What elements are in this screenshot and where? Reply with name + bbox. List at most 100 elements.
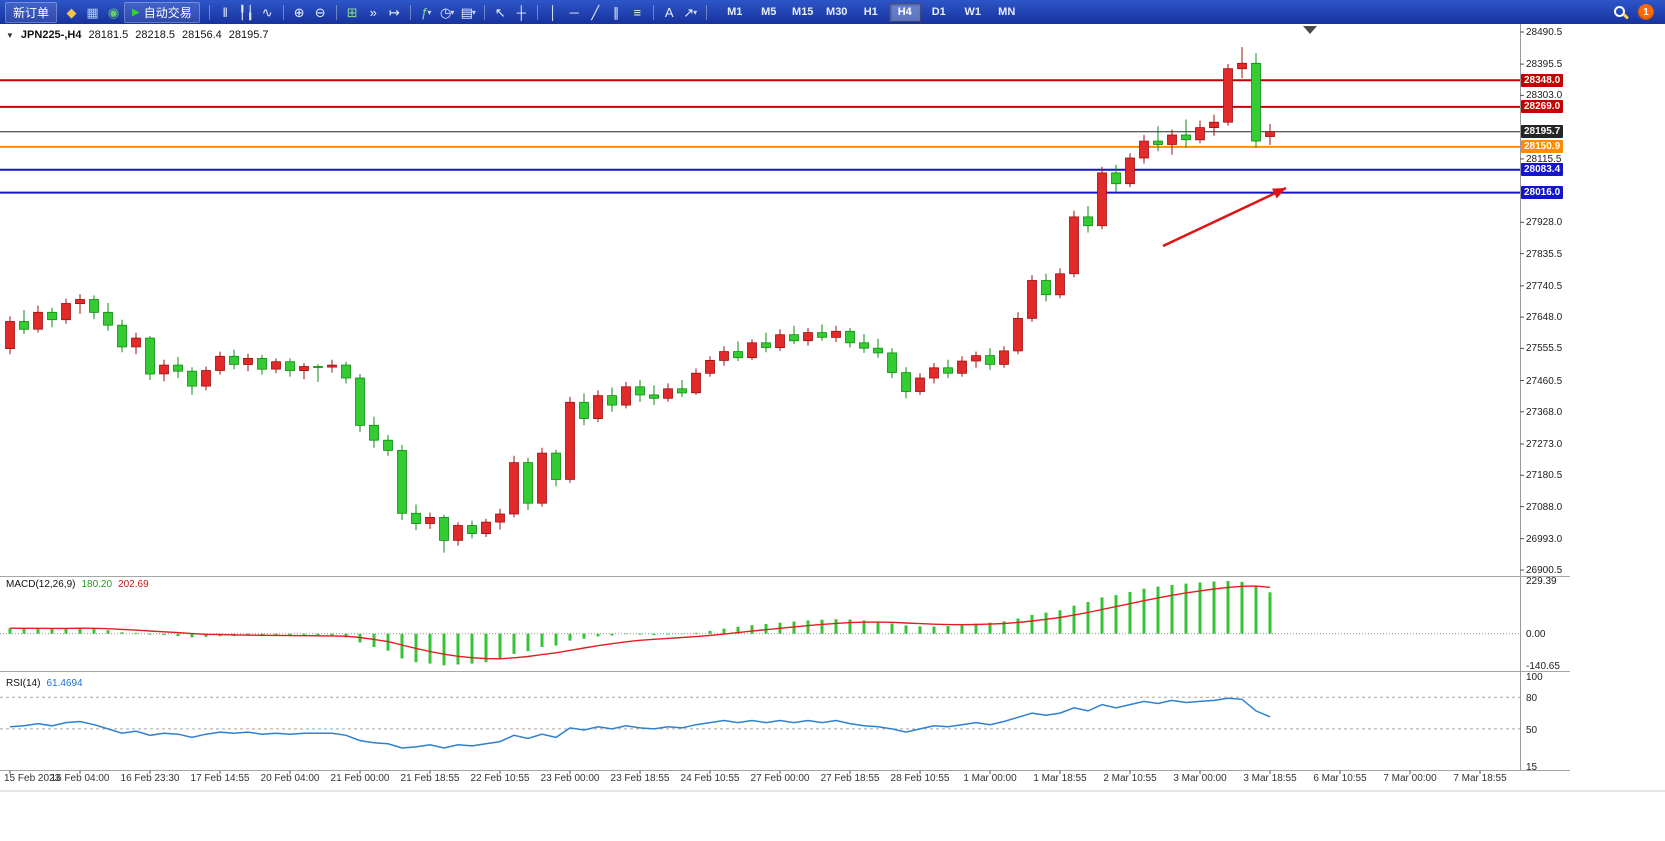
candle — [1195, 127, 1205, 141]
candle — [509, 462, 519, 515]
tile-windows-icon[interactable]: ⊞ — [343, 3, 362, 22]
candle — [691, 372, 701, 394]
time-axis-label: 7 Mar 18:55 — [1453, 773, 1507, 784]
chart-shift-marker[interactable] — [1303, 26, 1317, 34]
rsi-line — [9, 697, 1271, 749]
periodicity-icon-glyph: ◷ — [440, 4, 452, 20]
zoom-in-icon-glyph: ⊕ — [293, 4, 305, 20]
horizontal-line-icon-glyph: ─ — [569, 4, 579, 20]
candle — [1013, 317, 1023, 352]
arrow-objects-icon[interactable]: ↗ ▾ — [681, 3, 700, 22]
time-axis-label: 21 Feb 00:00 — [330, 773, 390, 784]
auto-scroll-icon[interactable]: » — [364, 3, 383, 22]
candle — [1223, 68, 1233, 123]
timeframe-h4-button[interactable]: H4 — [888, 2, 921, 22]
candle — [33, 311, 43, 330]
time-axis-label: 6 Mar 10:55 — [1313, 773, 1367, 784]
price-level-badge: 28195.7 — [1521, 125, 1564, 138]
auto-trading-button[interactable]: ▶ 自动交易 — [124, 1, 200, 23]
candle — [187, 370, 197, 387]
zoom-in-icon[interactable]: ⊕ — [290, 3, 309, 22]
rsi-panel[interactable] — [0, 696, 1520, 749]
candle — [369, 424, 379, 441]
timeframe-m15-button[interactable]: M15 — [792, 6, 814, 18]
trend-arrow[interactable] — [1162, 186, 1287, 248]
zoom-out-icon[interactable]: ⊖ — [311, 3, 330, 22]
candle — [747, 342, 757, 359]
cursor-icon-glyph: ↖ — [494, 4, 506, 20]
text-tool-icon[interactable]: A — [660, 3, 679, 22]
candle — [61, 303, 71, 321]
candle — [411, 512, 421, 524]
candle — [733, 351, 743, 359]
time-axis-label: 21 Feb 18:55 — [400, 773, 460, 784]
one-click-trading-toggle[interactable]: ▼ — [6, 30, 14, 40]
market-watch-icon[interactable]: ◆ — [62, 3, 81, 22]
vertical-line-icon[interactable]: │ — [544, 3, 563, 22]
line-chart-icon[interactable]: ∿ — [258, 3, 277, 22]
timeframe-m30-button[interactable]: M30 — [826, 6, 848, 18]
chevron-down-icon: ▾ — [471, 7, 476, 17]
auto-scroll-icon-glyph: » — [369, 4, 377, 20]
candle — [901, 372, 911, 392]
cursor-icon[interactable]: ↖ — [491, 3, 510, 22]
notification-badge[interactable]: 1 — [1638, 4, 1654, 20]
candle — [971, 355, 981, 362]
candle — [131, 337, 141, 348]
fibonacci-icon[interactable]: ≡ — [628, 3, 647, 22]
trendline-icon[interactable]: ╱ — [586, 3, 605, 22]
time-axis-label: 28 Feb 10:55 — [890, 773, 950, 784]
candle — [831, 330, 841, 338]
candle — [1083, 216, 1093, 227]
symbol-period-label: JPN225-,H4 — [20, 29, 82, 41]
price-axis-label: 28490.5 — [1526, 27, 1563, 38]
channel-icon[interactable]: ∥ — [607, 3, 626, 22]
toolbar-separator — [208, 4, 210, 20]
candle — [19, 321, 29, 330]
timeframe-d1-button[interactable]: D1 — [931, 6, 946, 18]
zoom-out-icon-glyph: ⊖ — [314, 4, 326, 20]
time-axis-label: 1 Mar 00:00 — [963, 773, 1017, 784]
price-axis-label: 26993.0 — [1526, 534, 1563, 545]
macd-panel[interactable] — [0, 581, 1520, 666]
main-toolbar: 新订单 ◆ ▦ ◉ ▶ 自动交易 ‖ ╿╽ ∿ ⊕ ⊖ ⊞» ↦ ƒ ▾ ◷ ▾ ▤ ▾ ↖ ┼ │ ─ ╱ ∥ ≡ A ↗ ▾ M1 M5… — [0, 0, 1665, 24]
chart-shift-icon[interactable]: ↦ — [385, 3, 404, 22]
chart-shift-icon-glyph: ↦ — [388, 4, 400, 20]
candlestick-chart-icon[interactable]: ╿╽ — [237, 3, 256, 22]
periodicity-icon[interactable]: ◷ ▾ — [438, 3, 457, 22]
templates-icon-glyph: ▤ — [460, 4, 473, 20]
candle — [607, 395, 617, 406]
data-window-icon[interactable]: ▦ — [83, 3, 102, 22]
candle — [481, 521, 491, 534]
timeframe-m1-button[interactable]: M1 — [727, 6, 743, 18]
candle — [243, 357, 253, 365]
candle — [1139, 140, 1149, 159]
time-axis-label: 16 Feb 04:00 — [50, 773, 110, 784]
horizontal-line-icon[interactable]: ─ — [565, 3, 584, 22]
price-axis-label: 27835.5 — [1526, 249, 1563, 260]
candle — [173, 364, 183, 372]
search-icon[interactable] — [1613, 5, 1628, 20]
timeframe-m5-button[interactable]: M5 — [761, 6, 777, 18]
timeframe-mn-button[interactable]: MN — [998, 6, 1016, 18]
macd-label: MACD(12,26,9) 180.20 202.69 — [6, 579, 149, 590]
candle — [117, 324, 127, 348]
candle — [551, 452, 561, 480]
templates-icon[interactable]: ▤ ▾ — [459, 3, 478, 22]
candle — [1111, 172, 1121, 185]
macd-scale-label: -140.65 — [1526, 661, 1560, 672]
candle — [719, 351, 729, 361]
time-axis-label: 17 Feb 14:55 — [190, 773, 250, 784]
toolbar-right: 1 — [1613, 4, 1660, 20]
bar-chart-icon[interactable]: ‖ — [216, 3, 235, 22]
timeframe-h1-button[interactable]: H1 — [863, 6, 878, 18]
timeframe-w1-button[interactable]: W1 — [964, 6, 981, 18]
toolbar-separator — [409, 4, 411, 20]
time-axis-label: 23 Feb 18:55 — [610, 773, 670, 784]
new-order-button[interactable]: 新订单 — [5, 1, 58, 23]
candle — [89, 299, 99, 313]
indicators-icon[interactable]: ƒ ▾ — [417, 3, 436, 22]
crosshair-icon[interactable]: ┼ — [512, 3, 531, 22]
refresh-icon[interactable]: ◉ — [104, 3, 123, 22]
